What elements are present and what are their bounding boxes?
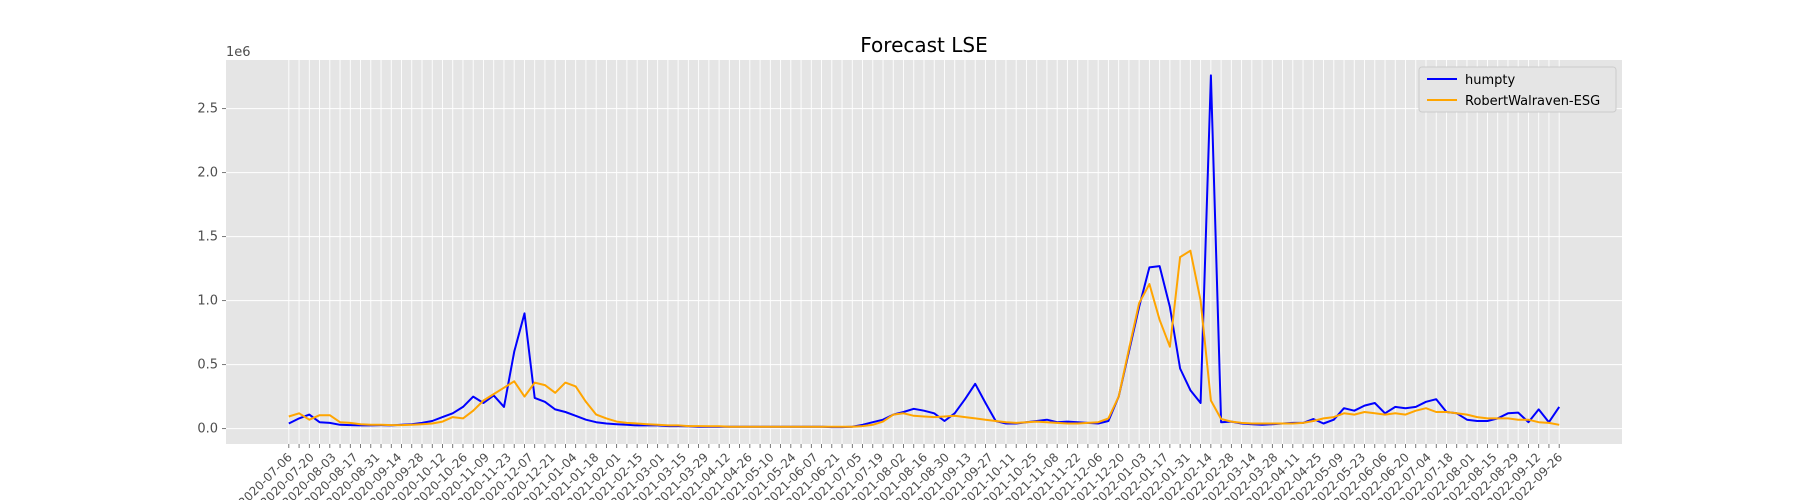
legend: humpty RobertWalraven-ESG	[1418, 66, 1617, 113]
series-layer	[288, 74, 1561, 429]
y-tick-label: 0.0	[197, 422, 218, 437]
legend-box	[1418, 66, 1617, 113]
y-tick-label: 1.0	[197, 294, 218, 309]
axes: 0.00.51.01.52.02.52020-07-062020-07-2020…	[197, 102, 1565, 500]
y-tick-label: 1.5	[197, 230, 218, 245]
y-tick-label: 2.5	[197, 102, 218, 117]
chart-title: Forecast LSE	[860, 33, 987, 57]
y-tick-label: 2.0	[197, 166, 218, 181]
legend-label: RobertWalraven-ESG	[1465, 94, 1600, 109]
series-line-humpty	[288, 74, 1561, 429]
y-tick-label: 0.5	[197, 358, 218, 373]
y-exponent-label: 1e6	[226, 45, 251, 60]
legend-label: humpty	[1465, 73, 1515, 88]
series-line-robertwalraven-esg	[288, 249, 1560, 428]
grid	[226, 60, 1622, 444]
